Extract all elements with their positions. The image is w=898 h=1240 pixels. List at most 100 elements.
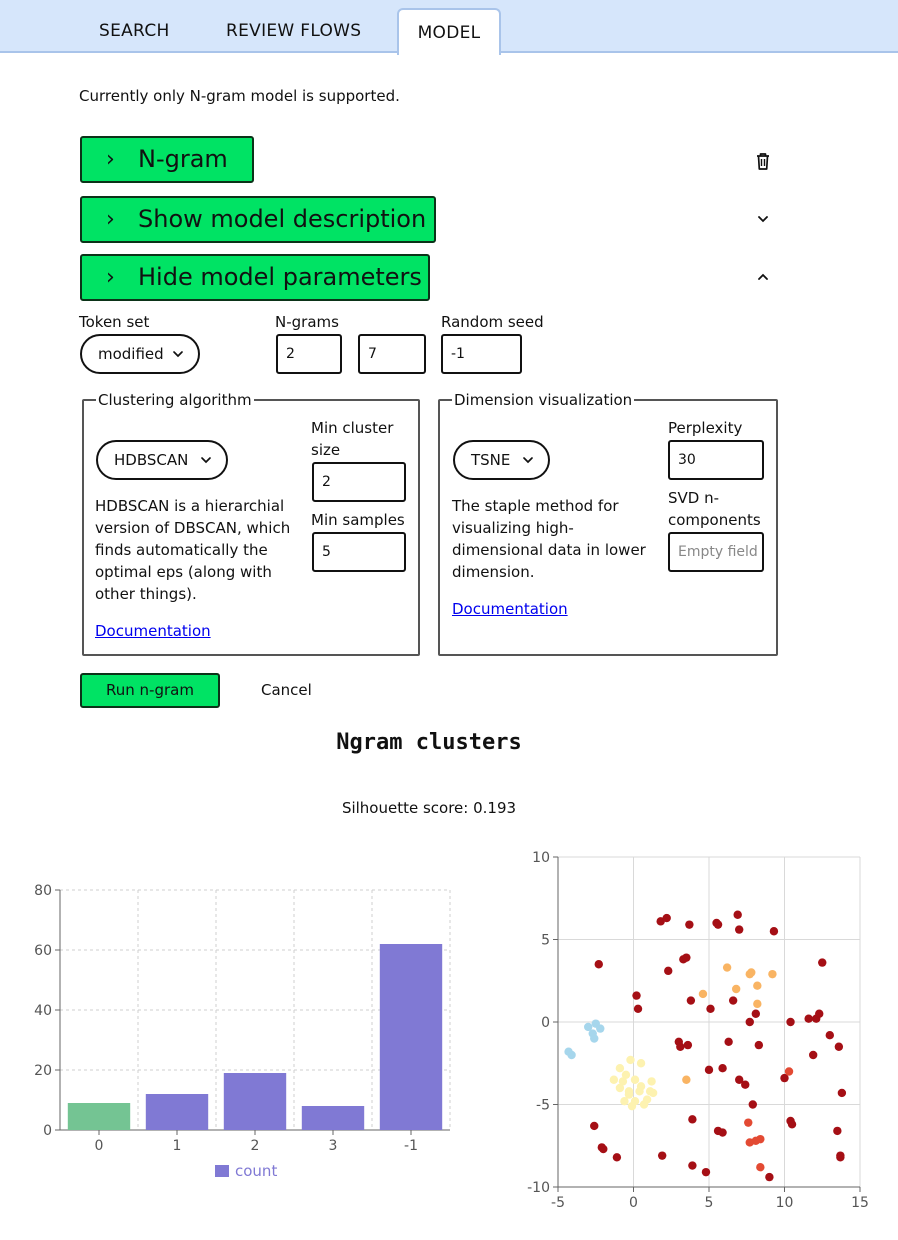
clustering-description: HDBSCAN is a hierarchial version of DBSC… [95,495,300,605]
min-samples-label: Min samples [311,511,405,529]
scatter-point [765,1172,774,1182]
run-ngram-button[interactable]: Run n-gram [80,673,220,708]
tab-model[interactable]: MODEL [397,8,501,55]
dimension-description-line: visualizing high- [452,519,574,537]
trash-icon[interactable] [752,150,774,172]
cluster-count-bar-chart: 0 20 40 60 80 0 1 2 3 -1 count [34,883,451,1180]
silhouette-score: Silhouette score: 0.193 [341,799,517,817]
scatter-point [753,981,762,990]
scatter-point [787,1120,797,1129]
tab-search[interactable]: SEARCH [99,21,170,41]
ngram-max-input[interactable]: 7 [358,334,426,374]
tab-review-flows[interactable]: REVIEW FLOWS [226,21,362,41]
dimension-description-line: The staple method for [452,497,619,515]
clustering-description-line: HDBSCAN is a hierarchial [95,497,285,515]
scatter-point [698,989,708,999]
bar-x-tick-label: 2 [251,1138,260,1154]
scatter-point [768,969,777,979]
scatter-point [615,1083,625,1093]
dimension-visualization-group: Dimension visualization [438,391,778,656]
scatter-point [662,913,671,923]
chevron-right-icon: › [106,207,115,232]
chevron-right-icon: › [106,265,115,290]
scatter-point [780,1073,789,1083]
scatter-point [618,1077,628,1086]
ngram-accordion[interactable]: › N-gram [80,136,254,183]
model-parameters-label: Hide model parameters [138,263,422,291]
min-cluster-size-input[interactable]: 2 [312,462,406,502]
clustering-algorithm-group: Clustering algorithm [82,391,420,656]
ngram-min-input[interactable]: 2 [276,334,342,374]
model-parameters-accordion[interactable]: › Hide model parameters [80,254,430,301]
tab-bar: SEARCH REVIEW FLOWS MODEL [0,0,898,55]
perplexity-input[interactable]: 30 [668,440,764,480]
scatter-point [676,1042,685,1051]
scatter-point [632,991,641,1000]
scatter-point [751,1009,761,1018]
dimension-method-value: TSNE [471,451,511,469]
bar-y-tick-label: 60 [34,943,52,959]
scatter-y-tick-label: 5 [541,933,550,949]
model-support-note: Currently only N-gram model is supported… [79,87,400,105]
scatter-point [620,1097,629,1106]
scatter-point [833,1126,842,1136]
scatter-point [784,1067,794,1076]
dimension-description-line: dimension. [452,563,535,581]
scatter-point [753,999,762,1009]
scatter-point [834,1042,844,1051]
bar-x-tick-label: 3 [329,1138,338,1154]
clustering-algorithm-select[interactable]: HDBSCAN [96,440,228,480]
legend-swatch [215,1165,229,1177]
token-set-select[interactable]: modified [80,334,200,374]
scatter-x-tick-label: 0 [629,1195,638,1211]
ngrams-label: N-grams [275,313,339,331]
scatter-point [590,1121,599,1131]
scatter-y-tick-label: 10 [532,850,550,866]
bar-3 [301,1106,365,1130]
bar-x-tick-label: 1 [173,1138,182,1154]
scatter-point [731,984,741,994]
scatter-point [647,1077,656,1086]
scatter-point [706,1004,715,1013]
min-samples-input[interactable]: 5 [312,532,406,572]
scatter-point [769,927,779,936]
random-seed-input[interactable]: -1 [441,334,522,374]
bar-x-tick-label: 0 [95,1138,104,1154]
scatter-point [748,1100,757,1109]
scatter-point [786,1017,795,1027]
scatter-point [635,1087,644,1096]
scatter-point [624,1090,634,1099]
scatter-y-tick-label: -5 [536,1098,550,1114]
scatter-point [747,968,756,977]
scatter-point [590,1034,599,1043]
bar-y-tick-label: 20 [34,1063,52,1079]
scatter-point [688,1161,697,1170]
model-description-accordion[interactable]: › Show model description [80,196,436,243]
svd-components-input[interactable]: Empty field [668,532,764,572]
scatter-point [733,910,742,919]
scatter-point [584,1022,593,1032]
dimension-method-select[interactable]: TSNE [453,440,550,480]
chevron-down-icon [523,457,533,464]
bar-x-tick-label: -1 [404,1138,418,1154]
chevron-right-icon: › [106,147,115,172]
chevron-up-icon[interactable] [752,266,774,288]
scatter-point [825,1031,834,1040]
chevron-down-icon[interactable] [752,208,774,230]
scatter-point [636,1059,646,1068]
scatter-point [741,1080,750,1089]
scatter-point [630,1075,640,1084]
chevron-down-icon [173,351,183,358]
cancel-button[interactable]: Cancel [261,681,312,699]
dimension-documentation-link[interactable]: Documentation [452,600,568,618]
scatter-point [685,920,694,929]
clustering-algorithm-value: HDBSCAN [114,451,189,469]
scatter-point [599,1144,608,1154]
scatter-x-tick-label: 5 [705,1195,714,1211]
scatter-point [718,1064,727,1073]
scatter-point [639,1100,649,1109]
clustering-documentation-link[interactable]: Documentation [95,622,211,640]
bar-y-tick-label: 0 [43,1123,52,1139]
scatter-point [682,1075,691,1084]
